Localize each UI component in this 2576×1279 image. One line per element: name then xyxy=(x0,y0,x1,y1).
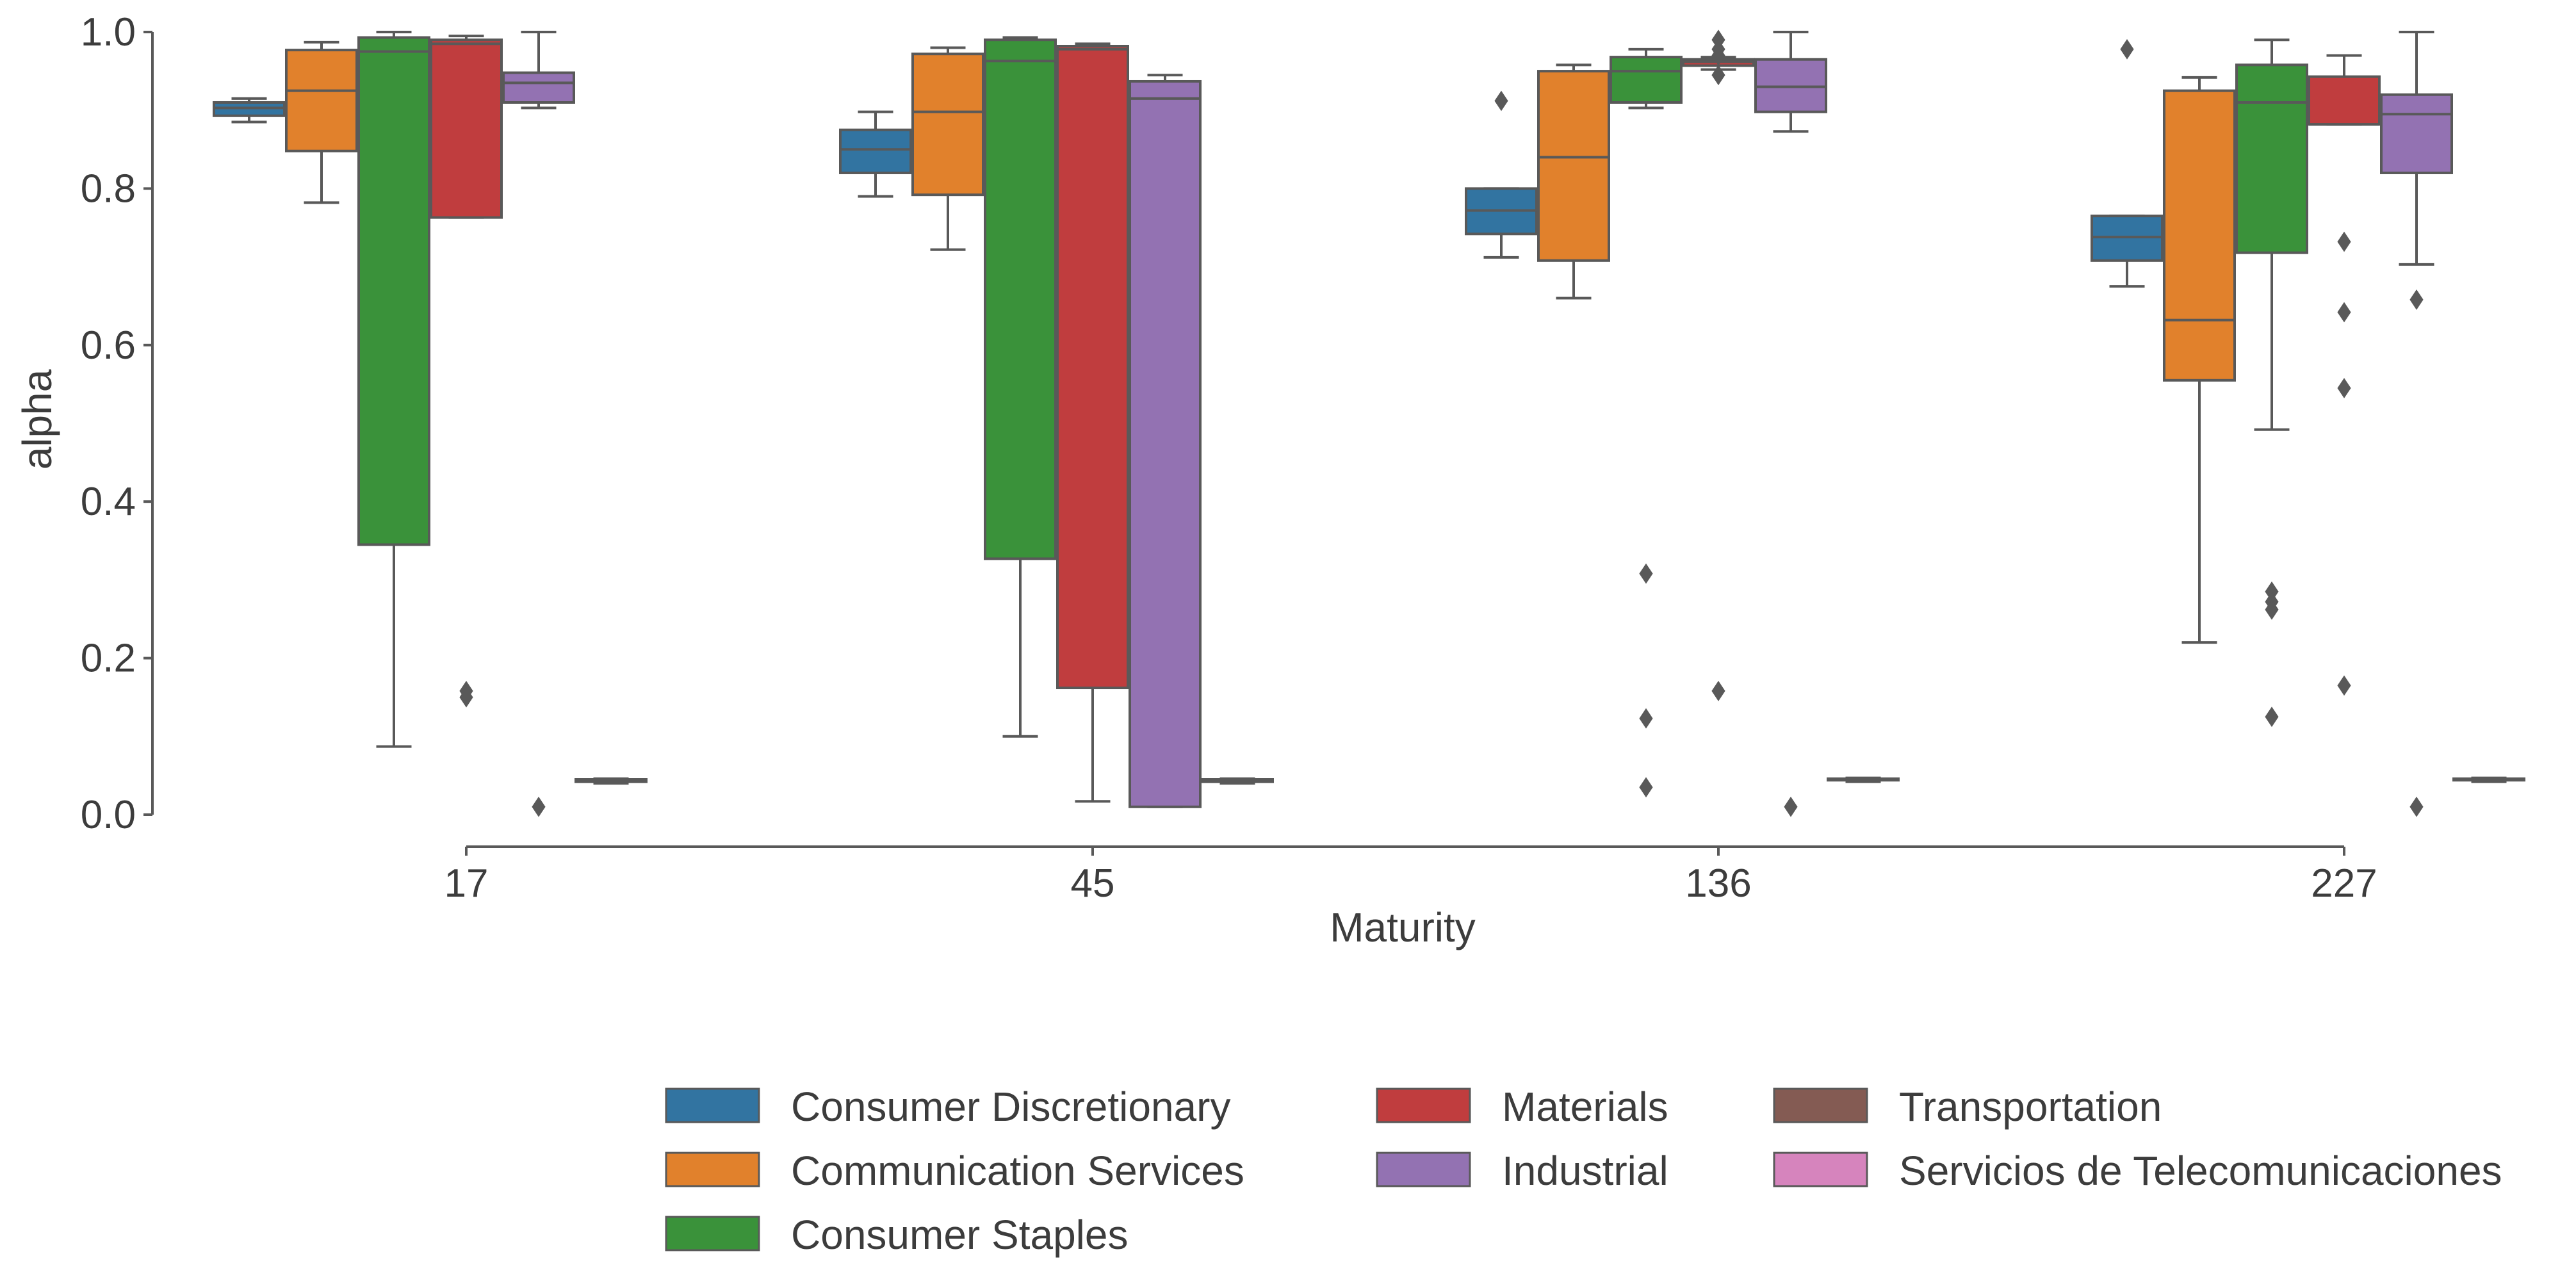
legend-swatch xyxy=(665,1216,760,1251)
legend-swatch xyxy=(1376,1152,1471,1187)
legend-swatch xyxy=(1773,1088,1868,1123)
box-iqr xyxy=(984,38,1057,560)
x-tick-label: 136 xyxy=(1685,861,1751,906)
y-tick-label: 1.0 xyxy=(81,10,136,54)
box-consumer-discretionary-45 xyxy=(839,110,912,198)
outlier-point xyxy=(2265,706,2279,728)
box-plots xyxy=(213,29,2525,817)
y-axis-label: alpha xyxy=(14,369,60,469)
legend-item-materials: Materials xyxy=(1376,1084,1668,1130)
outlier-point xyxy=(1711,681,1725,701)
outlier-point xyxy=(459,687,473,708)
y-tick-label: 0.8 xyxy=(81,167,136,211)
box-iqr xyxy=(2380,93,2453,174)
outlier-point xyxy=(2409,796,2424,817)
outlier-point xyxy=(1711,65,1725,86)
box-iqr xyxy=(911,53,984,197)
legend-item-servicios-de-telecomunicaciones: Servicios de Telecomunicaciones xyxy=(1773,1148,2502,1194)
box-transportation-227 xyxy=(2452,776,2525,783)
box-iqr xyxy=(1056,44,1129,690)
box-iqr xyxy=(1129,79,1202,808)
outlier-point xyxy=(1639,777,1653,798)
legend-swatch xyxy=(1376,1088,1471,1123)
outlier-point xyxy=(1784,796,1798,817)
outlier-point xyxy=(2409,289,2424,310)
box-consumer-staples-136 xyxy=(1610,47,1683,798)
box-iqr xyxy=(2308,75,2381,126)
box-communication-services-227 xyxy=(2163,76,2236,644)
outlier-point xyxy=(2337,675,2351,696)
legend-item-communication-services: Communication Services xyxy=(665,1148,1244,1194)
legend-label: Industrial xyxy=(1502,1148,1668,1194)
legend: Consumer Discretionary Communication Serv… xyxy=(665,1084,2502,1258)
box-iqr xyxy=(2235,63,2308,254)
outlier-point xyxy=(2337,302,2351,323)
box-iqr xyxy=(285,49,358,152)
box-iqr xyxy=(430,38,503,219)
y-axis: 0.0 0.2 0.4 0.6 0.8 1.0 xyxy=(81,10,154,837)
box-materials-17 xyxy=(430,35,503,708)
box-materials-227 xyxy=(2308,54,2381,696)
legend-label: Consumer Staples xyxy=(791,1212,1128,1258)
box-industrial-17 xyxy=(502,31,575,817)
legend-label: Communication Services xyxy=(791,1148,1244,1194)
y-tick-label: 0.6 xyxy=(81,323,136,368)
x-tick-label: 45 xyxy=(1071,861,1115,906)
legend-item-industrial: Industrial xyxy=(1376,1148,1668,1194)
box-consumer-discretionary-227 xyxy=(2091,38,2164,288)
legend-swatch xyxy=(665,1088,760,1123)
box-iqr xyxy=(839,128,912,174)
outlier-point xyxy=(1494,90,1508,111)
legend-label: Servicios de Telecomunicaciones xyxy=(1899,1148,2502,1194)
box-communication-services-136 xyxy=(1537,63,1610,300)
legend-item-consumer-staples: Consumer Staples xyxy=(665,1212,1128,1258)
box-industrial-136 xyxy=(1754,31,1827,817)
x-axis: 17 45 136 227 xyxy=(444,845,2377,906)
box-iqr xyxy=(1537,70,1610,262)
legend-label: Materials xyxy=(1502,1084,1668,1130)
x-tick-label: 17 xyxy=(444,861,489,906)
legend-item-transportation: Transportation xyxy=(1773,1084,2162,1130)
box-consumer-staples-45 xyxy=(984,36,1057,738)
y-tick-label: 0.2 xyxy=(81,637,136,681)
box-consumer-staples-227 xyxy=(2235,38,2308,728)
outlier-point xyxy=(532,796,546,817)
legend-label: Transportation xyxy=(1899,1084,2162,1130)
box-consumer-staples-17 xyxy=(357,31,430,748)
box-transportation-45 xyxy=(1201,777,1274,785)
box-consumer-discretionary-17 xyxy=(213,97,286,124)
outlier-point xyxy=(1639,708,1653,729)
legend-swatch xyxy=(665,1152,760,1187)
outlier-point xyxy=(2337,231,2351,252)
box-iqr xyxy=(357,36,430,546)
y-tick-label: 0.4 xyxy=(81,480,136,524)
box-transportation-17 xyxy=(575,777,648,785)
box-materials-136 xyxy=(1682,29,1755,701)
box-consumer-discretionary-136 xyxy=(1465,90,1538,259)
box-industrial-45 xyxy=(1129,74,1202,808)
legend-item-consumer-discretionary: Consumer Discretionary xyxy=(665,1084,1230,1130)
box-transportation-136 xyxy=(1827,776,1900,783)
legend-swatch xyxy=(1773,1152,1868,1187)
outlier-point xyxy=(2337,378,2351,398)
outlier-point xyxy=(2120,38,2134,60)
box-communication-services-17 xyxy=(285,40,358,204)
y-tick-label: 0.0 xyxy=(81,793,136,837)
box-iqr xyxy=(1610,56,1683,104)
box-materials-45 xyxy=(1056,42,1129,803)
box-communication-services-45 xyxy=(911,46,984,251)
outlier-point xyxy=(2265,599,2279,620)
box-iqr xyxy=(2163,89,2236,382)
outlier-point xyxy=(1639,563,1653,584)
x-axis-label: Maturity xyxy=(1330,904,1476,950)
legend-label: Consumer Discretionary xyxy=(791,1084,1230,1130)
x-tick-label: 227 xyxy=(2311,861,2377,906)
box-iqr xyxy=(502,71,575,104)
box-industrial-227 xyxy=(2380,31,2453,817)
